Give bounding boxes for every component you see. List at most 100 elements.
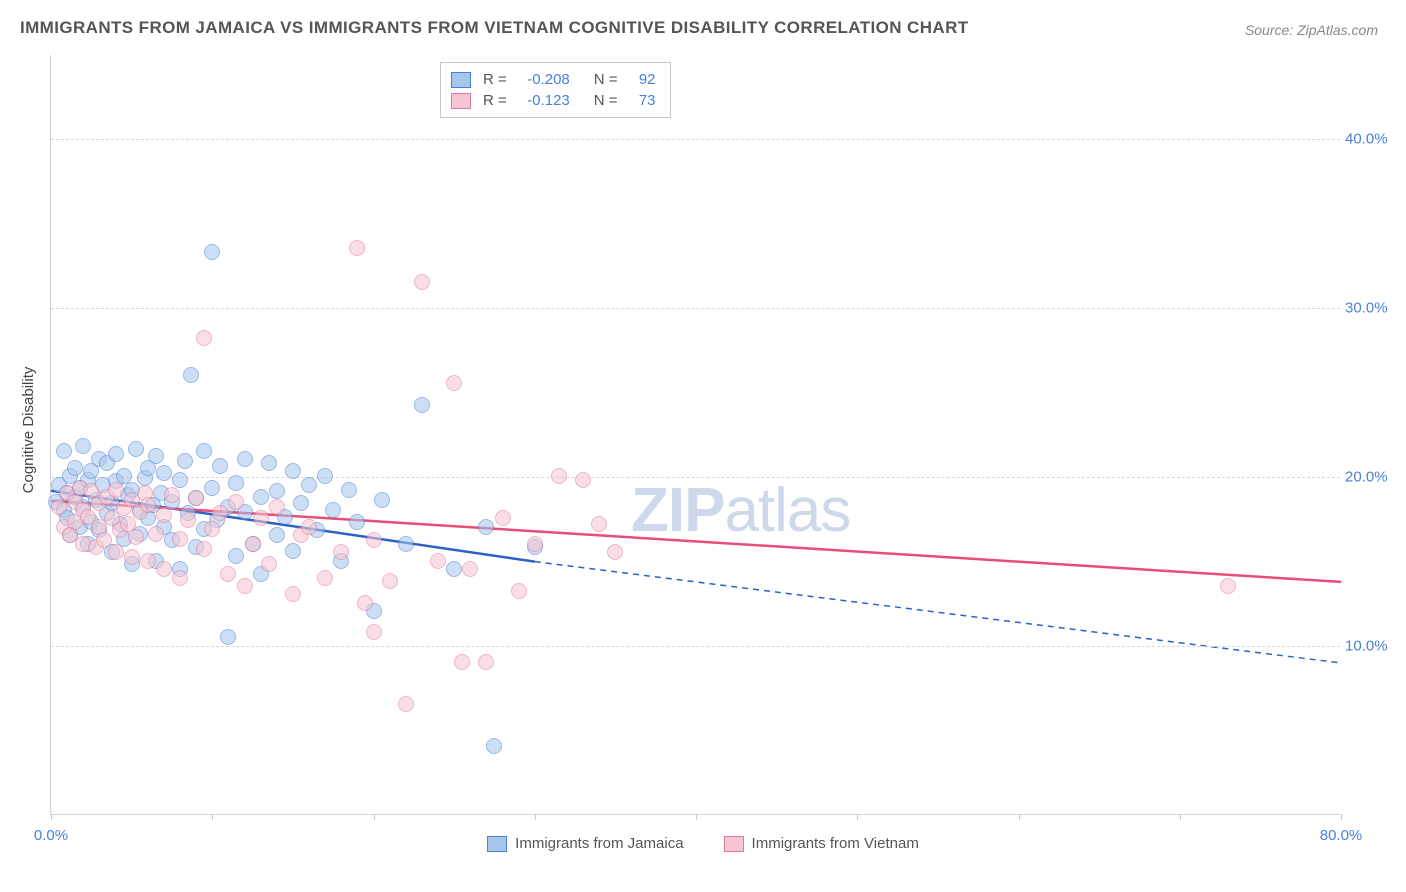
- scatter-point: [301, 519, 317, 535]
- scatter-point: [398, 696, 414, 712]
- legend-bottom: Immigrants from Jamaica Immigrants from V…: [0, 835, 1406, 852]
- scatter-point: [325, 502, 341, 518]
- scatter-point: [228, 494, 244, 510]
- legend-N-value: 92: [626, 71, 656, 88]
- scatter-point: [414, 397, 430, 413]
- legend-stats-row: R =-0.208N =92: [451, 69, 656, 90]
- scatter-point: [333, 544, 349, 560]
- scatter-point: [148, 526, 164, 542]
- legend-R-value: -0.123: [515, 92, 570, 109]
- scatter-point: [414, 274, 430, 290]
- gridline-h: [51, 477, 1340, 478]
- legend-item: Immigrants from Vietnam: [724, 835, 919, 852]
- chart-title: IMMIGRANTS FROM JAMAICA VS IMMIGRANTS FR…: [20, 18, 969, 38]
- scatter-point: [261, 455, 277, 471]
- scatter-point: [486, 738, 502, 754]
- scatter-point: [398, 536, 414, 552]
- scatter-point: [140, 553, 156, 569]
- scatter-point: [108, 544, 124, 560]
- scatter-point: [551, 468, 567, 484]
- legend-stats-box: R =-0.208N =92R =-0.123N =73: [440, 62, 671, 118]
- scatter-point: [285, 586, 301, 602]
- scatter-point: [156, 465, 172, 481]
- trend-lines-layer: [51, 55, 1340, 814]
- scatter-point: [366, 624, 382, 640]
- scatter-point: [253, 510, 269, 526]
- y-tick-label: 40.0%: [1345, 131, 1395, 148]
- legend-label: Immigrants from Vietnam: [752, 835, 919, 852]
- scatter-point: [128, 441, 144, 457]
- scatter-point: [148, 448, 164, 464]
- scatter-point: [269, 527, 285, 543]
- scatter-point: [183, 367, 199, 383]
- legend-R-label: R =: [479, 92, 507, 109]
- x-tick: [374, 814, 375, 820]
- scatter-point: [124, 549, 140, 565]
- gridline-h: [51, 646, 1340, 647]
- y-tick-label: 30.0%: [1345, 300, 1395, 317]
- scatter-point: [220, 566, 236, 582]
- scatter-point: [341, 482, 357, 498]
- chart-container: IMMIGRANTS FROM JAMAICA VS IMMIGRANTS FR…: [0, 0, 1406, 892]
- gridline-h: [51, 139, 1340, 140]
- scatter-point: [261, 556, 277, 572]
- x-tick: [1019, 814, 1020, 820]
- scatter-point: [228, 548, 244, 564]
- scatter-point: [511, 583, 527, 599]
- scatter-point: [478, 519, 494, 535]
- scatter-point: [253, 489, 269, 505]
- scatter-point: [527, 536, 543, 552]
- scatter-point: [446, 375, 462, 391]
- scatter-point: [177, 453, 193, 469]
- scatter-point: [196, 541, 212, 557]
- scatter-point: [172, 472, 188, 488]
- legend-item: Immigrants from Jamaica: [487, 835, 683, 852]
- scatter-point: [156, 561, 172, 577]
- x-tick: [535, 814, 536, 820]
- y-tick-label: 20.0%: [1345, 469, 1395, 486]
- scatter-point: [285, 543, 301, 559]
- x-tick: [696, 814, 697, 820]
- scatter-point: [575, 472, 591, 488]
- scatter-point: [220, 629, 236, 645]
- scatter-point: [228, 475, 244, 491]
- scatter-point: [51, 499, 67, 515]
- legend-label: Immigrants from Jamaica: [515, 835, 683, 852]
- scatter-point: [128, 529, 144, 545]
- scatter-point: [317, 468, 333, 484]
- scatter-point: [188, 490, 204, 506]
- gridline-h: [51, 308, 1340, 309]
- scatter-point: [446, 561, 462, 577]
- legend-R-label: R =: [479, 71, 507, 88]
- scatter-point: [269, 499, 285, 515]
- scatter-point: [204, 521, 220, 537]
- scatter-point: [462, 561, 478, 577]
- plot-area: ZIPatlas 10.0%20.0%30.0%40.0%0.0%80.0%: [50, 55, 1340, 815]
- scatter-point: [478, 654, 494, 670]
- scatter-point: [245, 536, 261, 552]
- scatter-point: [269, 483, 285, 499]
- scatter-point: [172, 531, 188, 547]
- scatter-point: [212, 505, 228, 521]
- scatter-point: [301, 477, 317, 493]
- scatter-point: [237, 578, 253, 594]
- scatter-point: [196, 330, 212, 346]
- scatter-point: [204, 480, 220, 496]
- scatter-point: [156, 507, 172, 523]
- trend-line-extrapolated: [535, 562, 1341, 663]
- scatter-point: [454, 654, 470, 670]
- scatter-point: [285, 463, 301, 479]
- y-tick-label: 10.0%: [1345, 638, 1395, 655]
- scatter-point: [374, 492, 390, 508]
- legend-N-label: N =: [578, 71, 618, 88]
- scatter-point: [164, 487, 180, 503]
- legend-swatch: [451, 72, 471, 88]
- scatter-point: [56, 443, 72, 459]
- scatter-point: [382, 573, 398, 589]
- scatter-point: [196, 443, 212, 459]
- legend-swatch: [487, 836, 507, 852]
- legend-N-label: N =: [578, 92, 618, 109]
- scatter-point: [108, 482, 124, 498]
- scatter-point: [349, 240, 365, 256]
- scatter-point: [1220, 578, 1236, 594]
